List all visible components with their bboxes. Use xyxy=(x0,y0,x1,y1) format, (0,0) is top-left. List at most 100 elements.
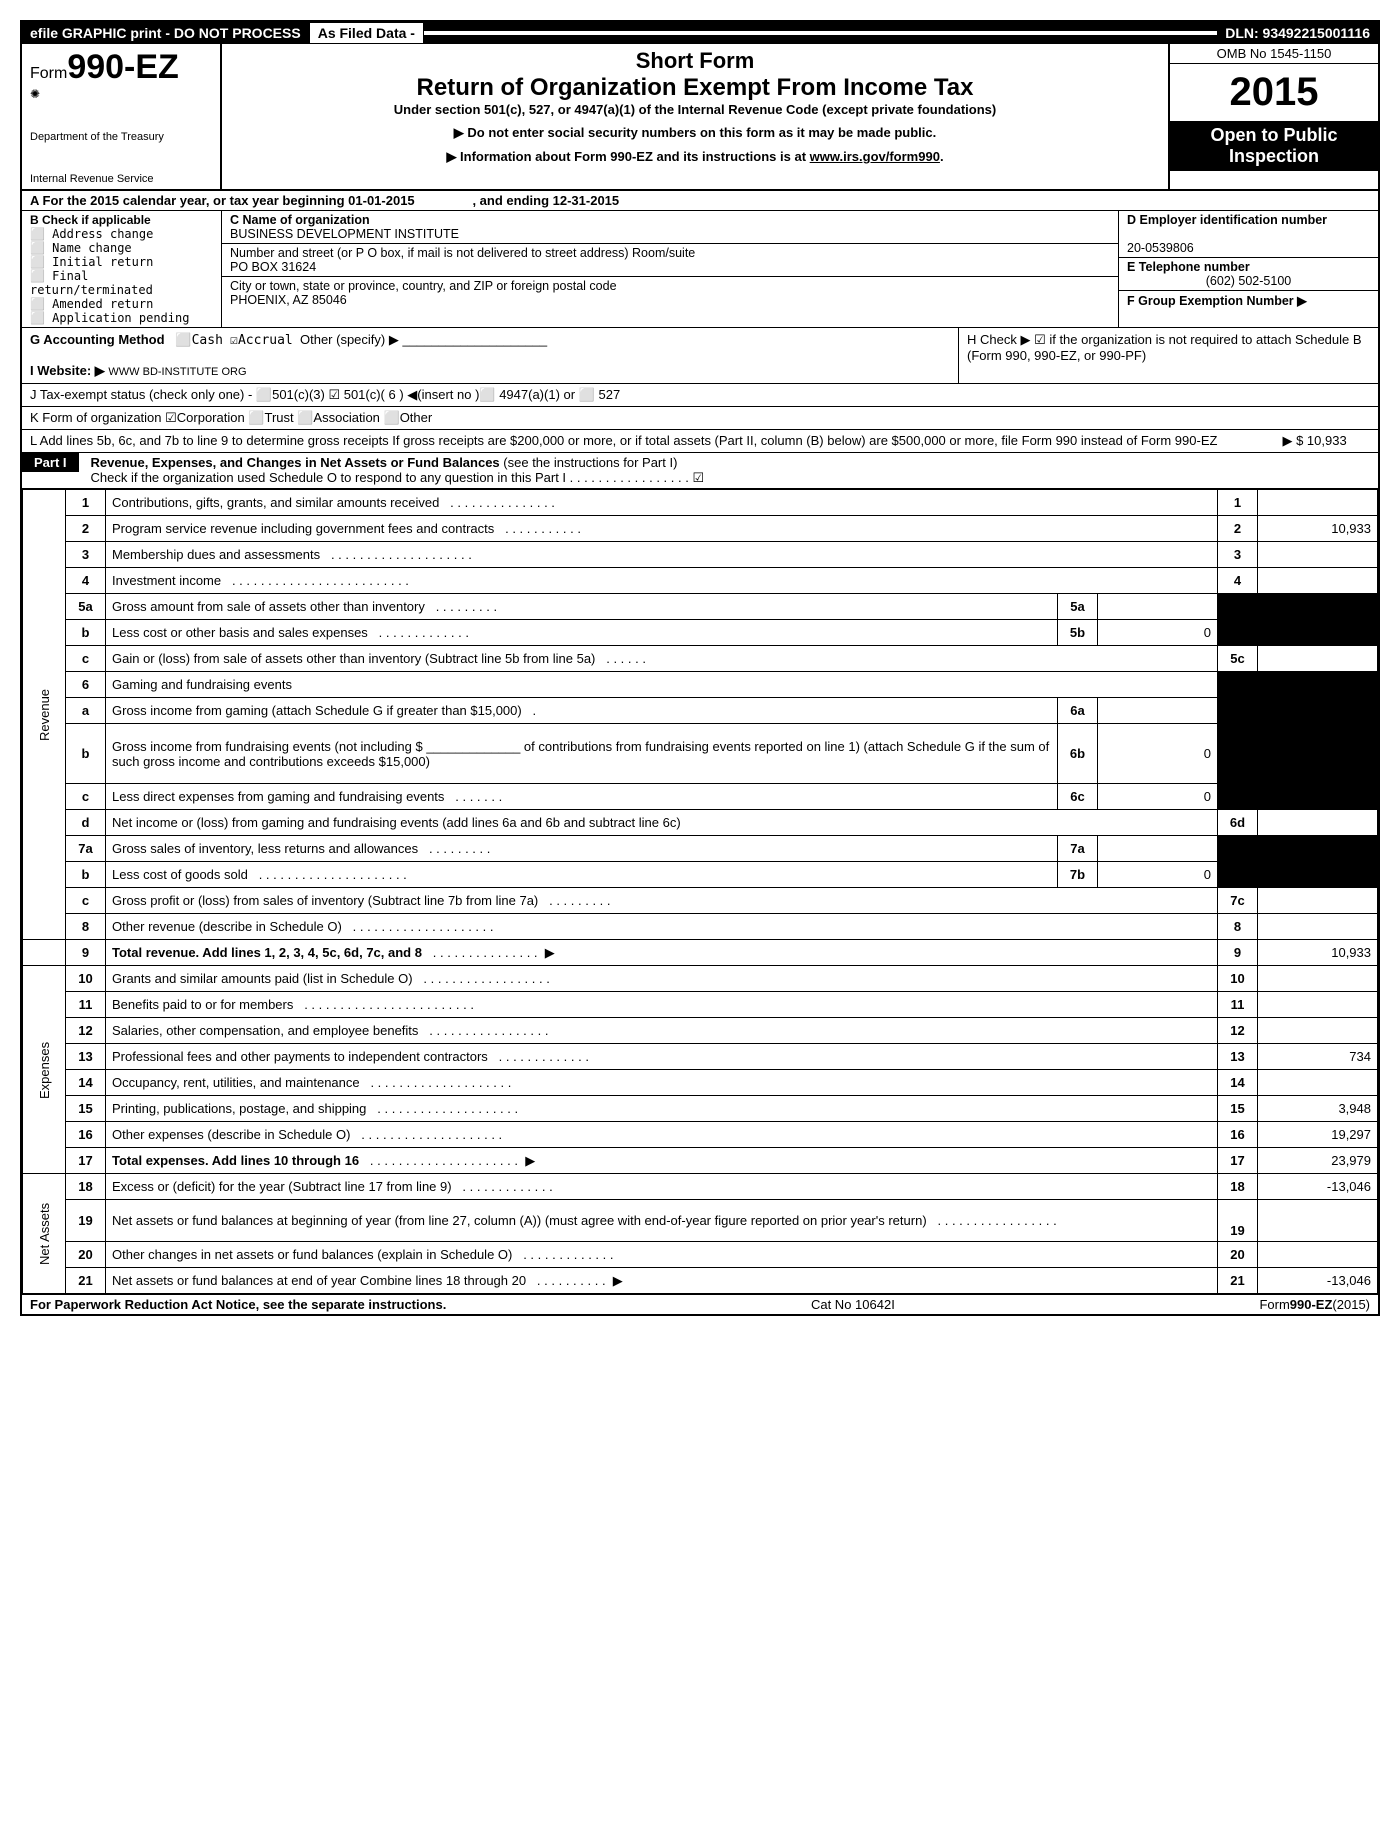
page-footer: For Paperwork Reduction Act Notice, see … xyxy=(22,1294,1378,1314)
expenses-label: Expenses xyxy=(23,966,66,1174)
line-13: 13 Professional fees and other payments … xyxy=(23,1044,1378,1070)
val-21: -13,046 xyxy=(1258,1268,1378,1294)
line-11: 11 Benefits paid to or for members . . .… xyxy=(23,992,1378,1018)
footer-mid: Cat No 10642I xyxy=(811,1297,895,1312)
netassets-label: Net Assets xyxy=(23,1174,66,1294)
lines-table: Revenue 1 Contributions, gifts, grants, … xyxy=(22,489,1378,1294)
line-16: 16 Other expenses (describe in Schedule … xyxy=(23,1122,1378,1148)
line-6b: b Gross income from fundraising events (… xyxy=(23,724,1378,784)
footer-left: For Paperwork Reduction Act Notice, see … xyxy=(30,1297,446,1312)
line-15: 15 Printing, publications, postage, and … xyxy=(23,1096,1378,1122)
info-link: ▶ Information about Form 990-EZ and its … xyxy=(226,149,1164,165)
tax-year: 2015 xyxy=(1170,64,1378,121)
asfiled-label: As Filed Data - xyxy=(309,22,424,44)
org-street: PO BOX 31624 xyxy=(230,260,316,274)
ein-block: D Employer identification number 20-0539… xyxy=(1119,211,1378,258)
line-19: 19 Net assets or fund balances at beginn… xyxy=(23,1200,1378,1242)
col-d: D Employer identification number 20-0539… xyxy=(1118,211,1378,327)
dept-irs: Internal Revenue Service xyxy=(30,173,212,185)
header-right: OMB No 1545-1150 2015 Open to Public Ins… xyxy=(1168,44,1378,189)
row-gh: G Accounting Method ⬜Cash ☑Accrual Other… xyxy=(22,328,1378,384)
line-7c: c Gross profit or (loss) from sales of i… xyxy=(23,888,1378,914)
line-5c: c Gain or (loss) from sale of assets oth… xyxy=(23,646,1378,672)
row-a-taxyear: A For the 2015 calendar year, or tax yea… xyxy=(22,191,1378,211)
chk-address[interactable]: ⬜ Address change xyxy=(30,227,213,241)
val-15: 3,948 xyxy=(1258,1096,1378,1122)
line-14: 14 Occupancy, rent, utilities, and maint… xyxy=(23,1070,1378,1096)
org-name: BUSINESS DEVELOPMENT INSTITUTE xyxy=(230,227,459,241)
row-k: K Form of organization ☑Corporation ⬜Tru… xyxy=(22,407,1378,430)
line-9: 9 Total revenue. Add lines 1, 2, 3, 4, 5… xyxy=(23,940,1378,966)
org-street-block: Number and street (or P O box, if mail i… xyxy=(222,244,1118,277)
row-h: H Check ▶ ☑ if the organization is not r… xyxy=(958,328,1378,383)
line-2: 2 Program service revenue including gove… xyxy=(23,516,1378,542)
chk-cash[interactable]: ⬜Cash xyxy=(175,333,223,348)
line-10: Expenses 10 Grants and similar amounts p… xyxy=(23,966,1378,992)
line-12: 12 Salaries, other compensation, and emp… xyxy=(23,1018,1378,1044)
col-b: B Check if applicable ⬜ Address change ⬜… xyxy=(22,211,222,327)
line-7a: 7a Gross sales of inventory, less return… xyxy=(23,836,1378,862)
org-city: PHOENIX, AZ 85046 xyxy=(230,293,347,307)
form-title: Return of Organization Exempt From Incom… xyxy=(226,74,1164,102)
form-number: Form990-EZ xyxy=(30,48,212,87)
row-j: J Tax-exempt status (check only one) - ⬜… xyxy=(22,384,1378,407)
line-8: 8 Other revenue (describe in Schedule O)… xyxy=(23,914,1378,940)
telephone: (602) 502-5100 xyxy=(1127,274,1370,288)
line-6a: a Gross income from gaming (attach Sched… xyxy=(23,698,1378,724)
footer-right: Form990-EZ(2015) xyxy=(1259,1297,1370,1312)
line-7b: b Less cost of goods sold . . . . . . . … xyxy=(23,862,1378,888)
shade-7 xyxy=(1218,836,1258,888)
chk-final[interactable]: ⬜ Final return/terminated xyxy=(30,269,213,297)
row-i-label: I Website: ▶ xyxy=(30,363,105,378)
form-header: Form990-EZ ✺ Department of the Treasury … xyxy=(22,44,1378,191)
website: WWW BD-INSTITUTE ORG xyxy=(108,366,246,378)
val-13: 734 xyxy=(1258,1044,1378,1070)
omb-number: OMB No 1545-1150 xyxy=(1170,44,1378,64)
row-bcd: B Check if applicable ⬜ Address change ⬜… xyxy=(22,211,1378,328)
info-ssn: ▶ Do not enter social security numbers o… xyxy=(226,125,1164,141)
dln: DLN: 93492215001116 xyxy=(1217,23,1378,43)
part1-title: Revenue, Expenses, and Changes in Net As… xyxy=(87,453,1378,488)
chk-amended[interactable]: ⬜ Amended return xyxy=(30,297,213,311)
dept-treasury: Department of the Treasury xyxy=(30,131,212,143)
val-16: 19,297 xyxy=(1258,1122,1378,1148)
val-2: 10,933 xyxy=(1258,516,1378,542)
shade-5 xyxy=(1218,594,1258,646)
short-form-label: Short Form xyxy=(226,48,1164,74)
line-6: 6 Gaming and fundraising events xyxy=(23,672,1378,698)
line-1: Revenue 1 Contributions, gifts, grants, … xyxy=(23,490,1378,516)
line-6d: d Net income or (loss) from gaming and f… xyxy=(23,810,1378,836)
group-exemption: F Group Exemption Number ▶ xyxy=(1119,291,1378,310)
chk-initial[interactable]: ⬜ Initial return xyxy=(30,255,213,269)
row-l: L Add lines 5b, 6c, and 7b to line 9 to … xyxy=(22,430,1378,453)
chk-pending[interactable]: ⬜ Application pending xyxy=(30,311,213,325)
line-5a: 5a Gross amount from sale of assets othe… xyxy=(23,594,1378,620)
line-21: 21 Net assets or fund balances at end of… xyxy=(23,1268,1378,1294)
val-18: -13,046 xyxy=(1258,1174,1378,1200)
top-bar: efile GRAPHIC print - DO NOT PROCESS As … xyxy=(22,22,1378,44)
col-c: C Name of organization BUSINESS DEVELOPM… xyxy=(222,211,1118,327)
line-18: Net Assets 18 Excess or (deficit) for th… xyxy=(23,1174,1378,1200)
chk-accrual[interactable]: ☑Accrual xyxy=(230,333,293,348)
header-mid: Short Form Return of Organization Exempt… xyxy=(222,44,1168,189)
val-9: 10,933 xyxy=(1258,940,1378,966)
col-b-head: B Check if applicable xyxy=(30,213,213,227)
topbar-spacer xyxy=(424,31,1217,35)
line-20: 20 Other changes in net assets or fund b… xyxy=(23,1242,1378,1268)
shade-6 xyxy=(1218,672,1258,810)
part1-header: Part I Revenue, Expenses, and Changes in… xyxy=(22,453,1378,489)
chk-name[interactable]: ⬜ Name change xyxy=(30,241,213,255)
treasury-seal-icon: ✺ xyxy=(30,87,212,101)
line-6c: c Less direct expenses from gaming and f… xyxy=(23,784,1378,810)
revenue-label: Revenue xyxy=(23,490,66,940)
public-inspection: Open to Public Inspection xyxy=(1170,121,1378,171)
form-subtitle: Under section 501(c), 527, or 4947(a)(1)… xyxy=(226,102,1164,117)
line-3: 3 Membership dues and assessments . . . … xyxy=(23,542,1378,568)
val-17: 23,979 xyxy=(1258,1148,1378,1174)
form-page: efile GRAPHIC print - DO NOT PROCESS As … xyxy=(20,20,1380,1316)
line-4: 4 Investment income . . . . . . . . . . … xyxy=(23,568,1378,594)
line-5b: b Less cost or other basis and sales exp… xyxy=(23,620,1378,646)
row-g: G Accounting Method ⬜Cash ☑Accrual Other… xyxy=(22,328,958,383)
ein: 20-0539806 xyxy=(1127,241,1194,255)
tel-block: E Telephone number (602) 502-5100 xyxy=(1119,258,1378,291)
